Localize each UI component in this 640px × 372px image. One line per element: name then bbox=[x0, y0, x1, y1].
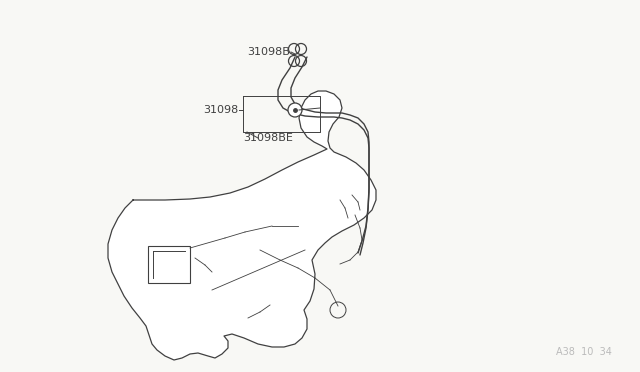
Circle shape bbox=[288, 103, 302, 117]
Bar bbox=[148, 246, 190, 283]
Polygon shape bbox=[108, 91, 376, 360]
Text: 31098B: 31098B bbox=[247, 47, 290, 57]
Text: A38  10  34: A38 10 34 bbox=[556, 347, 612, 357]
Text: 31098: 31098 bbox=[203, 105, 238, 115]
Text: 31098BE: 31098BE bbox=[243, 133, 293, 143]
